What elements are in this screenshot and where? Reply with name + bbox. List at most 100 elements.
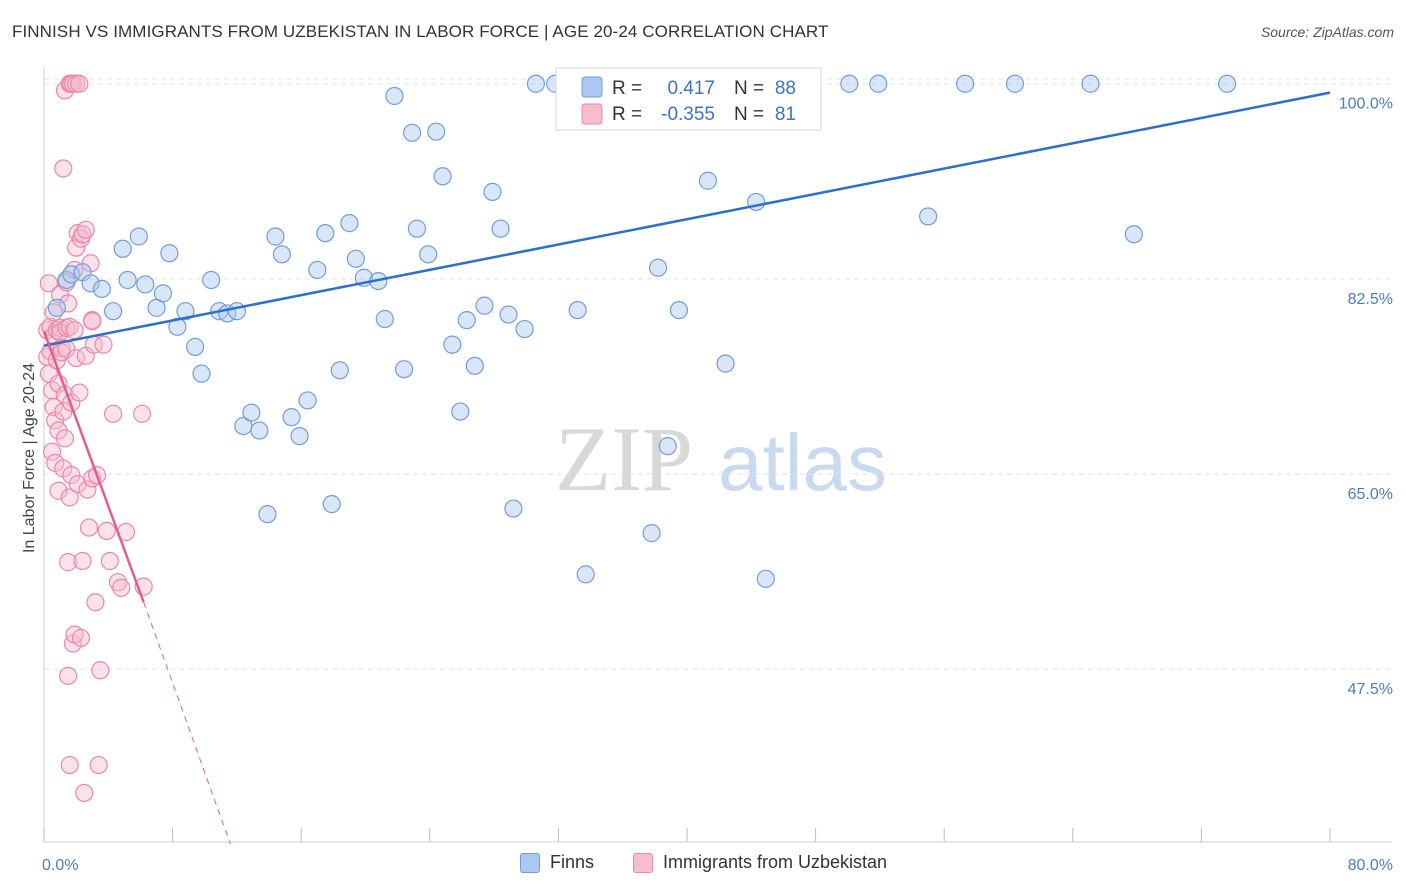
uzbekistan-point-77 <box>112 578 131 597</box>
finns-points <box>47 74 1237 588</box>
finns-point-42 <box>403 123 422 142</box>
uzbekistan-point-41 <box>62 466 81 485</box>
uzbekistan-point-18 <box>50 318 70 338</box>
finns-point-59 <box>568 300 587 320</box>
finns-point-56 <box>515 319 534 339</box>
finns-point-80 <box>840 74 859 93</box>
y-tick-label-3: 47.5% <box>1348 681 1393 698</box>
finns-point-24 <box>250 421 269 440</box>
trend-lines <box>42 91 1331 845</box>
uzbekistan-point-75 <box>104 404 123 423</box>
tick-labels: 100.0% 82.5% 65.0% 47.5% 0.0% 80.0% <box>42 96 1393 874</box>
uzbekistan-trend-extension <box>143 602 231 845</box>
uzbekistan-point-62 <box>79 518 99 537</box>
uzbekistan-point-2 <box>39 274 58 293</box>
watermark-zip: ZIP <box>555 408 693 510</box>
finns-point-53 <box>491 219 510 238</box>
uzbekistan-point-53 <box>70 383 89 402</box>
finns-point-5 <box>92 279 111 299</box>
uzbekistan-point-58 <box>75 783 94 803</box>
uzbekistan-points <box>38 74 153 803</box>
finns-point-23 <box>242 403 261 422</box>
uzbekistan-swatch <box>581 103 603 125</box>
x-tick-label-1: 80.0% <box>1348 857 1393 874</box>
finns-point-39 <box>375 309 394 329</box>
uzbekistan-point-9 <box>44 398 63 417</box>
finns-point-60 <box>576 565 595 584</box>
finns-point-83 <box>955 74 975 93</box>
finns-point-41 <box>394 360 414 379</box>
finns-point-2 <box>62 265 81 284</box>
finns-r-label: R = <box>612 78 642 99</box>
legend-swatch-finns <box>520 852 540 873</box>
finns-point-7 <box>113 239 132 258</box>
finns-n-label: N = <box>734 78 764 99</box>
finns-point-6 <box>104 302 123 321</box>
uzbekistan-point-73 <box>97 521 116 540</box>
uzbekistan-n-value: 81 <box>775 104 796 125</box>
legend-label-finns: Finns <box>550 852 595 872</box>
finns-point-21 <box>227 302 246 321</box>
finns-point-32 <box>316 224 335 243</box>
uzbekistan-point-37 <box>60 488 79 507</box>
finns-point-70 <box>698 171 717 190</box>
uzbekistan-point-32 <box>59 294 78 313</box>
finns-point-8 <box>118 270 137 290</box>
finns-point-35 <box>340 214 359 233</box>
uzbekistan-point-52 <box>70 74 89 93</box>
uzbekistan-point-55 <box>71 628 91 648</box>
uzbekistan-point-33 <box>59 553 78 572</box>
uzbekistan-r-label: R = <box>612 104 642 125</box>
finns-point-15 <box>176 302 195 321</box>
chart-title: FINNISH VS IMMIGRANTS FROM UZBEKISTAN IN… <box>12 22 829 41</box>
uzbekistan-point-36 <box>60 317 79 336</box>
finns-point-34 <box>330 361 349 380</box>
y-axis-label: In Labor Force | Age 20-24 <box>21 363 38 553</box>
uzbekistan-point-79 <box>132 404 152 423</box>
finns-point-27 <box>272 245 292 264</box>
finns-point-16 <box>186 337 205 356</box>
finns-point-43 <box>407 219 427 238</box>
finns-point-66 <box>648 258 668 277</box>
finns-point-55 <box>504 499 523 518</box>
uzbekistan-point-72 <box>94 335 113 354</box>
finns-point-54 <box>499 305 518 324</box>
finns-point-33 <box>322 495 341 514</box>
finns-point-48 <box>451 402 470 421</box>
finns-trend-line <box>43 91 1331 348</box>
uzbekistan-point-28 <box>55 429 74 448</box>
finns-point-82 <box>919 207 938 226</box>
finns-point-9 <box>129 227 148 246</box>
legend-swatch-uzbekistan <box>633 852 653 873</box>
finns-point-28 <box>282 408 301 427</box>
finns-point-44 <box>419 245 438 264</box>
finns-point-51 <box>475 296 494 315</box>
uzbekistan-point-16 <box>49 481 68 500</box>
finns-point-25 <box>258 505 277 524</box>
finns-point-81 <box>869 74 888 93</box>
legend-item-uzbekistan: Immigrants from Uzbekistan <box>633 852 887 873</box>
uzbekistan-r-value: -0.355 <box>661 104 715 125</box>
legend-item-finns: Finns <box>520 852 594 873</box>
finns-point-40 <box>385 86 404 106</box>
uzbekistan-point-61 <box>78 480 97 499</box>
uzbekistan-n-label: N = <box>734 104 764 125</box>
finns-point-50 <box>465 356 484 375</box>
finns-point-13 <box>160 244 179 263</box>
finns-point-18 <box>202 270 221 290</box>
finns-point-57 <box>526 74 545 93</box>
finns-point-49 <box>457 311 476 330</box>
y-tick-label-1: 82.5% <box>1348 291 1393 308</box>
uzbekistan-point-59 <box>76 220 95 239</box>
finns-point-84 <box>1005 74 1025 93</box>
grid-lines <box>44 78 1392 670</box>
finns-point-85 <box>1081 74 1100 93</box>
finns-point-12 <box>153 284 173 303</box>
finns-point-52 <box>483 182 502 201</box>
finns-point-29 <box>290 427 309 446</box>
bottom-legend: Finns Immigrants from Uzbekistan <box>0 852 1406 876</box>
finns-point-26 <box>266 227 285 246</box>
y-tick-label-0: 100.0% <box>1339 96 1393 113</box>
uzbekistan-point-71 <box>91 661 110 680</box>
